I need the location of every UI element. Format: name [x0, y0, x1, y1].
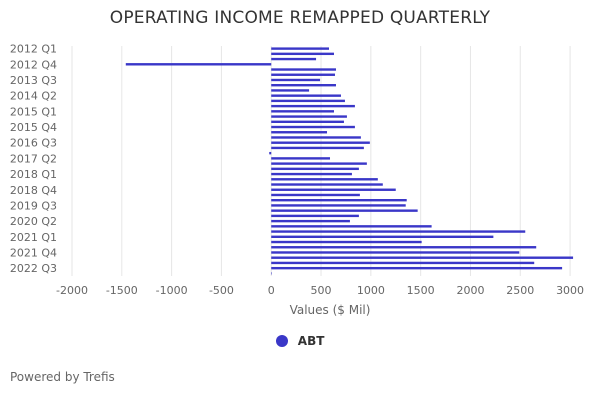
legend[interactable]: ABT — [0, 334, 600, 348]
bar[interactable] — [271, 131, 328, 134]
bar[interactable] — [271, 47, 330, 50]
bar[interactable] — [271, 146, 364, 150]
bar[interactable] — [271, 204, 406, 207]
bar[interactable] — [271, 94, 341, 97]
bar[interactable] — [271, 266, 563, 270]
bar[interactable] — [271, 78, 321, 82]
bar[interactable] — [271, 57, 317, 61]
x-tick-label: 2000 — [456, 284, 484, 297]
y-tick-label: 2021 Q1 — [10, 231, 57, 244]
bar[interactable] — [271, 261, 535, 265]
bar[interactable] — [269, 151, 272, 155]
x-tick-label: 2500 — [506, 284, 534, 297]
powered-by-credit[interactable]: Powered by Trefis — [10, 370, 115, 384]
bar[interactable] — [271, 84, 336, 87]
x-tick-label: -1000 — [156, 284, 188, 297]
x-tick-label: 1500 — [407, 284, 435, 297]
y-tick-label: 2016 Q3 — [10, 137, 57, 150]
x-axis-title: Values ($ Mil) — [290, 303, 371, 317]
y-tick-label: 2015 Q1 — [10, 105, 57, 118]
x-tick-label: -2000 — [56, 284, 88, 297]
y-tick-label: 2013 Q3 — [10, 74, 57, 87]
bar[interactable] — [271, 120, 344, 123]
bar[interactable] — [271, 167, 359, 171]
bars-group — [125, 47, 574, 275]
legend-label: ABT — [297, 334, 325, 348]
x-tick-label: 500 — [311, 284, 332, 297]
bar[interactable] — [271, 136, 361, 139]
bar[interactable] — [271, 104, 355, 108]
y-tick-label: 2020 Q2 — [10, 215, 57, 228]
bar[interactable] — [271, 99, 345, 103]
x-tick-label: 3000 — [556, 284, 584, 297]
bar[interactable] — [271, 272, 272, 275]
y-tick-label: 2014 Q2 — [10, 90, 57, 103]
bar[interactable] — [271, 73, 335, 76]
y-tick-labels: 2012 Q1 2012 Q4 2013 Q3 2014 Q2 2015 Q1 2015 … — [10, 43, 57, 276]
bar[interactable] — [271, 193, 360, 197]
x-tick-label: 0 — [268, 284, 275, 297]
bar[interactable] — [271, 162, 367, 165]
y-tick-label: 2018 Q4 — [10, 184, 57, 197]
bar[interactable] — [125, 63, 272, 66]
bar[interactable] — [271, 157, 331, 160]
bar[interactable] — [271, 256, 574, 259]
bar[interactable] — [271, 209, 418, 212]
bar[interactable] — [271, 214, 359, 218]
bar[interactable] — [271, 219, 350, 223]
chart-title: OPERATING INCOME REMAPPED QUARTERLY — [109, 8, 491, 28]
y-tick-label: 2021 Q4 — [10, 246, 57, 259]
y-tick-label: 2018 Q1 — [10, 168, 57, 181]
bar[interactable] — [271, 89, 310, 92]
y-tick-label: 2012 Q1 — [10, 43, 57, 56]
bar[interactable] — [271, 246, 537, 249]
bar[interactable] — [271, 230, 526, 233]
y-tick-label: 2015 Q4 — [10, 121, 57, 134]
legend-marker — [275, 335, 288, 347]
bar[interactable] — [271, 125, 355, 129]
bar[interactable] — [271, 52, 334, 56]
y-tick-label: 2022 Q3 — [10, 262, 57, 275]
bar[interactable] — [271, 199, 407, 202]
bar[interactable] — [271, 235, 494, 238]
x-tick-labels: -2000 -1500 -1000 -500 0 500 1000 1500 2000 2500 3… — [56, 284, 584, 297]
x-tick-label: 1000 — [357, 284, 385, 297]
bar[interactable] — [271, 183, 383, 186]
y-tick-label: 2012 Q4 — [10, 58, 57, 71]
y-tick-label: 2019 Q3 — [10, 199, 57, 212]
bar[interactable] — [271, 251, 520, 254]
bar[interactable] — [271, 110, 334, 113]
bar[interactable] — [271, 172, 352, 176]
bar[interactable] — [271, 240, 422, 244]
bar[interactable] — [271, 178, 378, 181]
bar[interactable] — [271, 225, 432, 228]
x-tick-label: -500 — [209, 284, 234, 297]
bar[interactable] — [271, 68, 336, 71]
y-tick-label: 2017 Q2 — [10, 152, 57, 165]
x-tick-label: -1500 — [106, 284, 138, 297]
bar[interactable] — [271, 141, 370, 144]
bar[interactable] — [271, 115, 347, 118]
bar[interactable] — [271, 188, 396, 191]
